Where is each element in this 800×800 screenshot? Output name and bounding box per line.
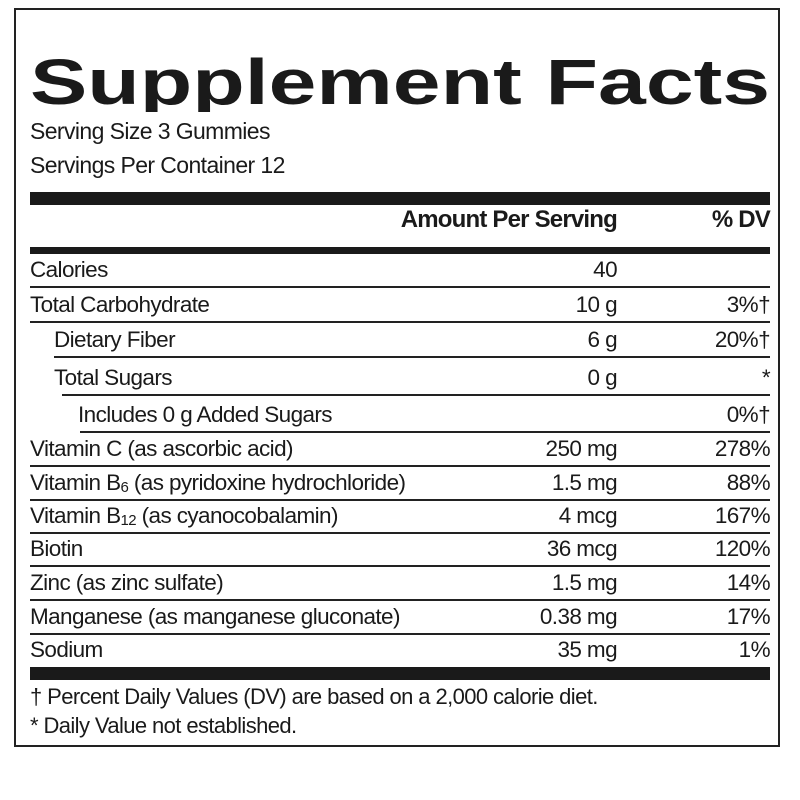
thick-divider-top xyxy=(30,192,770,205)
panel-title: Supplement Facts xyxy=(30,52,770,112)
row-divider xyxy=(30,565,770,567)
row-divider xyxy=(62,394,770,396)
footnote-asterisk: * Daily Value not established. xyxy=(30,713,297,738)
daily-value-header: % DV xyxy=(711,206,771,233)
dv-value: * xyxy=(761,365,771,390)
nutrient-label: Vitamin C (as ascorbic acid) xyxy=(30,436,293,461)
amount-per-serving-header: Amount Per Serving xyxy=(400,206,618,233)
row-divider xyxy=(30,286,770,288)
nutrient-name: Sodium xyxy=(30,637,103,663)
row-divider xyxy=(30,321,770,323)
nutrient-subscript: 12 xyxy=(120,512,136,529)
panel-title-text: Supplement Facts xyxy=(30,52,770,112)
nutrient-name: Total Sugars xyxy=(54,365,172,391)
dv-value: 120% xyxy=(714,536,771,561)
amount-value: 1.5 mg xyxy=(551,470,618,495)
nutrient-name: Vitamin C (as ascorbic acid) xyxy=(30,436,293,462)
nutrient-name: Biotin xyxy=(30,536,83,562)
footnote-dagger: † Percent Daily Values (DV) are based on… xyxy=(30,684,598,709)
dv-value: 167% xyxy=(714,503,771,528)
row-added-sugars: Includes 0 g Added Sugars 0%† xyxy=(30,395,771,433)
nutrient-label: Vitamin B xyxy=(30,503,121,528)
nutrient-label: Zinc (as zinc sulfate) xyxy=(30,570,224,595)
amount-value: 0 g xyxy=(587,365,618,390)
row-calories: Calories 40 xyxy=(30,254,770,288)
row-zinc: Zinc (as zinc sulfate) 1.5 mg 14% xyxy=(30,566,771,601)
nutrient-label: Total Sugars xyxy=(54,365,172,390)
nutrient-subscript: 6 xyxy=(120,479,129,496)
dv-value: 20%† xyxy=(714,327,771,352)
row-divider xyxy=(30,599,770,601)
servings-per-container: Servings Per Container 12 xyxy=(30,152,285,178)
nutrient-label: Vitamin B xyxy=(30,470,121,495)
thick-divider-bottom xyxy=(30,667,770,680)
nutrient-label: Calories xyxy=(30,257,108,282)
amount-value: 6 g xyxy=(587,327,618,352)
nutrient-name: Dietary Fiber xyxy=(54,327,176,353)
nutrient-name: Total Carbohydrate xyxy=(30,292,210,318)
amount-value: 4 mcg xyxy=(558,503,618,528)
row-vitamin-c: Vitamin C (as ascorbic acid) 250 mg 278% xyxy=(30,432,771,467)
row-divider xyxy=(30,532,770,534)
header-divider xyxy=(30,247,770,254)
dv-value: 14% xyxy=(726,570,771,595)
nutrient-label: Manganese (as manganese gluconate) xyxy=(30,604,400,629)
dv-value: 0%† xyxy=(726,402,771,427)
nutrient-source: (as cyanocobalamin) xyxy=(135,503,339,528)
row-manganese: Manganese (as manganese gluconate) 0.38 m… xyxy=(30,600,771,635)
row-divider xyxy=(30,465,770,467)
row-sodium: Sodium 35 mg 1% xyxy=(30,634,771,667)
nutrient-name: Includes 0 g Added Sugars xyxy=(78,402,333,428)
nutrient-label: Includes 0 g Added Sugars xyxy=(78,402,333,427)
nutrient-label: Biotin xyxy=(30,536,83,561)
nutrient-label: Dietary Fiber xyxy=(54,327,176,352)
amount-value: 10 g xyxy=(575,292,618,317)
row-total-carbohydrate: Total Carbohydrate 10 g 3%† xyxy=(30,287,771,323)
row-vitamin-b12: Vitamin B12 (as cyanocobalamin) 4 mcg 167% xyxy=(30,500,771,534)
row-divider xyxy=(80,431,770,433)
dv-value: 17% xyxy=(726,604,771,629)
row-total-sugars: Total Sugars 0 g * xyxy=(30,357,771,396)
nutrient-name: Vitamin B6 (as pyridoxine hydrochloride) xyxy=(30,470,406,496)
row-dietary-fiber: Dietary Fiber 6 g 20%† xyxy=(30,322,771,358)
row-divider xyxy=(54,356,770,358)
amount-value: 35 mg xyxy=(557,637,617,662)
row-biotin: Biotin 36 mcg 120% xyxy=(30,533,771,567)
amount-value: 250 mg xyxy=(545,436,618,461)
nutrient-name: Vitamin B12 (as cyanocobalamin) xyxy=(30,503,338,529)
nutrient-name: Manganese (as manganese gluconate) xyxy=(30,604,400,630)
amount-value: 0.38 mg xyxy=(539,604,618,629)
nutrient-label: Sodium xyxy=(30,637,103,662)
nutrient-label: Total Carbohydrate xyxy=(30,292,210,317)
nutrient-name: Calories xyxy=(30,257,108,283)
dv-value: 278% xyxy=(714,436,771,461)
dv-value: 3%† xyxy=(726,292,771,317)
row-divider xyxy=(30,633,770,635)
row-divider xyxy=(30,499,770,501)
row-vitamin-b6: Vitamin B6 (as pyridoxine hydrochloride)… xyxy=(30,466,771,501)
dv-value: 88% xyxy=(726,470,771,495)
amount-value: 40 xyxy=(593,257,617,282)
amount-value: 36 mcg xyxy=(546,536,618,561)
supplement-facts-panel xyxy=(14,8,780,747)
dv-value: 1% xyxy=(738,637,771,662)
nutrient-source: (as pyridoxine hydrochloride) xyxy=(128,470,406,495)
serving-size: Serving Size 3 Gummies xyxy=(30,118,270,144)
nutrient-name: Zinc (as zinc sulfate) xyxy=(30,570,224,596)
amount-value: 1.5 mg xyxy=(551,570,618,595)
